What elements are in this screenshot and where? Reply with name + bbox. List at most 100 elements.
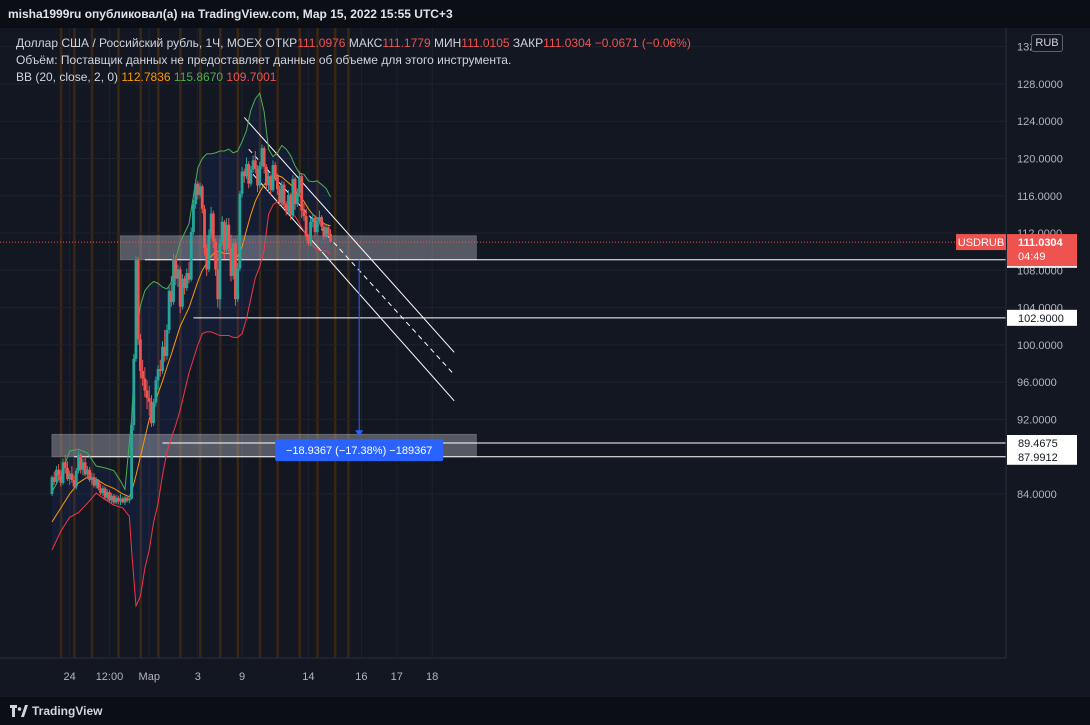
- candle-body[interactable]: [318, 217, 321, 221]
- candle-body[interactable]: [121, 498, 125, 503]
- candle-body[interactable]: [77, 454, 80, 471]
- candle-body[interactable]: [99, 488, 103, 494]
- candle-body[interactable]: [92, 477, 96, 486]
- candle-body[interactable]: [218, 243, 222, 300]
- candle-body[interactable]: [192, 204, 195, 233]
- candle-body[interactable]: [242, 171, 246, 177]
- candle-body[interactable]: [253, 160, 257, 169]
- candle-body[interactable]: [209, 213, 213, 235]
- candle-body[interactable]: [236, 268, 240, 300]
- candle-body[interactable]: [150, 401, 153, 424]
- candle-body[interactable]: [205, 247, 209, 270]
- candle-body[interactable]: [313, 218, 317, 233]
- candle-body[interactable]: [251, 160, 255, 170]
- candle-body[interactable]: [289, 194, 293, 216]
- currency-button[interactable]: RUB: [1031, 34, 1063, 52]
- candle-body[interactable]: [256, 168, 259, 186]
- candle-body[interactable]: [258, 165, 262, 186]
- candle-body[interactable]: [238, 193, 242, 269]
- candle-body[interactable]: [229, 247, 233, 276]
- candle-body[interactable]: [119, 498, 122, 502]
- candle-body[interactable]: [101, 488, 105, 494]
- candle-body[interactable]: [97, 479, 100, 489]
- candle-body[interactable]: [247, 164, 251, 184]
- candle-body[interactable]: [280, 184, 284, 203]
- candle-body[interactable]: [287, 194, 290, 212]
- candle-body[interactable]: [200, 186, 204, 209]
- candle-body[interactable]: [309, 221, 312, 244]
- candle-body[interactable]: [79, 454, 83, 470]
- candle-body[interactable]: [304, 216, 308, 236]
- candle-body[interactable]: [163, 346, 167, 357]
- candle-body[interactable]: [145, 390, 149, 398]
- candle-body[interactable]: [158, 369, 162, 371]
- candle-body[interactable]: [234, 243, 237, 300]
- candle-body[interactable]: [322, 226, 326, 237]
- candle-body[interactable]: [90, 477, 94, 480]
- candle-body[interactable]: [72, 479, 76, 487]
- candle-body[interactable]: [273, 164, 277, 177]
- candle-body[interactable]: [189, 232, 193, 280]
- candle-body[interactable]: [134, 260, 138, 359]
- candle-body[interactable]: [293, 178, 297, 205]
- price-chart[interactable]: −18.9367 (−17.38%) −18936784.000088.0000…: [0, 28, 1090, 697]
- channel-upper-line[interactable]: [243, 117, 455, 353]
- candle-body[interactable]: [61, 462, 65, 483]
- candle-body[interactable]: [50, 477, 54, 494]
- candle-body[interactable]: [211, 213, 215, 242]
- candle-body[interactable]: [302, 210, 306, 217]
- candle-body[interactable]: [94, 479, 98, 486]
- candle-body[interactable]: [110, 495, 114, 501]
- candle-body[interactable]: [284, 204, 288, 212]
- candle-body[interactable]: [311, 218, 315, 222]
- candle-body[interactable]: [249, 169, 253, 184]
- candle-body[interactable]: [194, 183, 198, 205]
- candle-body[interactable]: [295, 192, 299, 205]
- candle-body[interactable]: [187, 273, 191, 280]
- candle-body[interactable]: [174, 259, 178, 279]
- candle-body[interactable]: [52, 477, 56, 482]
- candle-body[interactable]: [141, 370, 145, 379]
- candle-body[interactable]: [282, 184, 286, 205]
- candle-body[interactable]: [68, 473, 72, 480]
- candle-body[interactable]: [81, 462, 85, 470]
- candle-body[interactable]: [227, 224, 231, 248]
- candle-body[interactable]: [125, 497, 129, 501]
- candle-body[interactable]: [55, 469, 58, 482]
- candle-body[interactable]: [278, 189, 282, 203]
- candle-body[interactable]: [152, 402, 156, 424]
- candle-body[interactable]: [245, 164, 248, 177]
- candle-body[interactable]: [169, 290, 173, 302]
- candle-body[interactable]: [156, 369, 160, 381]
- candle-body[interactable]: [260, 148, 264, 166]
- candle-body[interactable]: [139, 339, 142, 371]
- candle-body[interactable]: [172, 259, 175, 302]
- candle-body[interactable]: [132, 358, 136, 426]
- candle-body[interactable]: [167, 290, 171, 330]
- candle-body[interactable]: [130, 425, 133, 499]
- candle-body[interactable]: [240, 171, 244, 194]
- candle-body[interactable]: [63, 462, 67, 468]
- candle-body[interactable]: [147, 397, 151, 402]
- candle-body[interactable]: [306, 235, 310, 244]
- candle-body[interactable]: [198, 186, 202, 195]
- candle-body[interactable]: [154, 380, 158, 403]
- candle-body[interactable]: [196, 183, 200, 195]
- candle-body[interactable]: [185, 273, 189, 289]
- candle-body[interactable]: [291, 178, 295, 216]
- candle-body[interactable]: [271, 164, 275, 191]
- channel-mid-line[interactable]: [248, 148, 455, 376]
- candle-body[interactable]: [324, 227, 328, 237]
- candle-body[interactable]: [214, 241, 217, 270]
- candle-body[interactable]: [320, 217, 324, 227]
- candle-body[interactable]: [112, 495, 116, 503]
- candle-body[interactable]: [329, 233, 332, 243]
- candle-body[interactable]: [114, 497, 118, 503]
- candle-body[interactable]: [183, 278, 186, 289]
- candle-body[interactable]: [59, 475, 63, 483]
- candle-body[interactable]: [74, 470, 78, 487]
- candle-body[interactable]: [216, 269, 220, 300]
- candle-body[interactable]: [161, 346, 164, 371]
- candle-body[interactable]: [315, 220, 319, 233]
- candle-body[interactable]: [269, 176, 273, 191]
